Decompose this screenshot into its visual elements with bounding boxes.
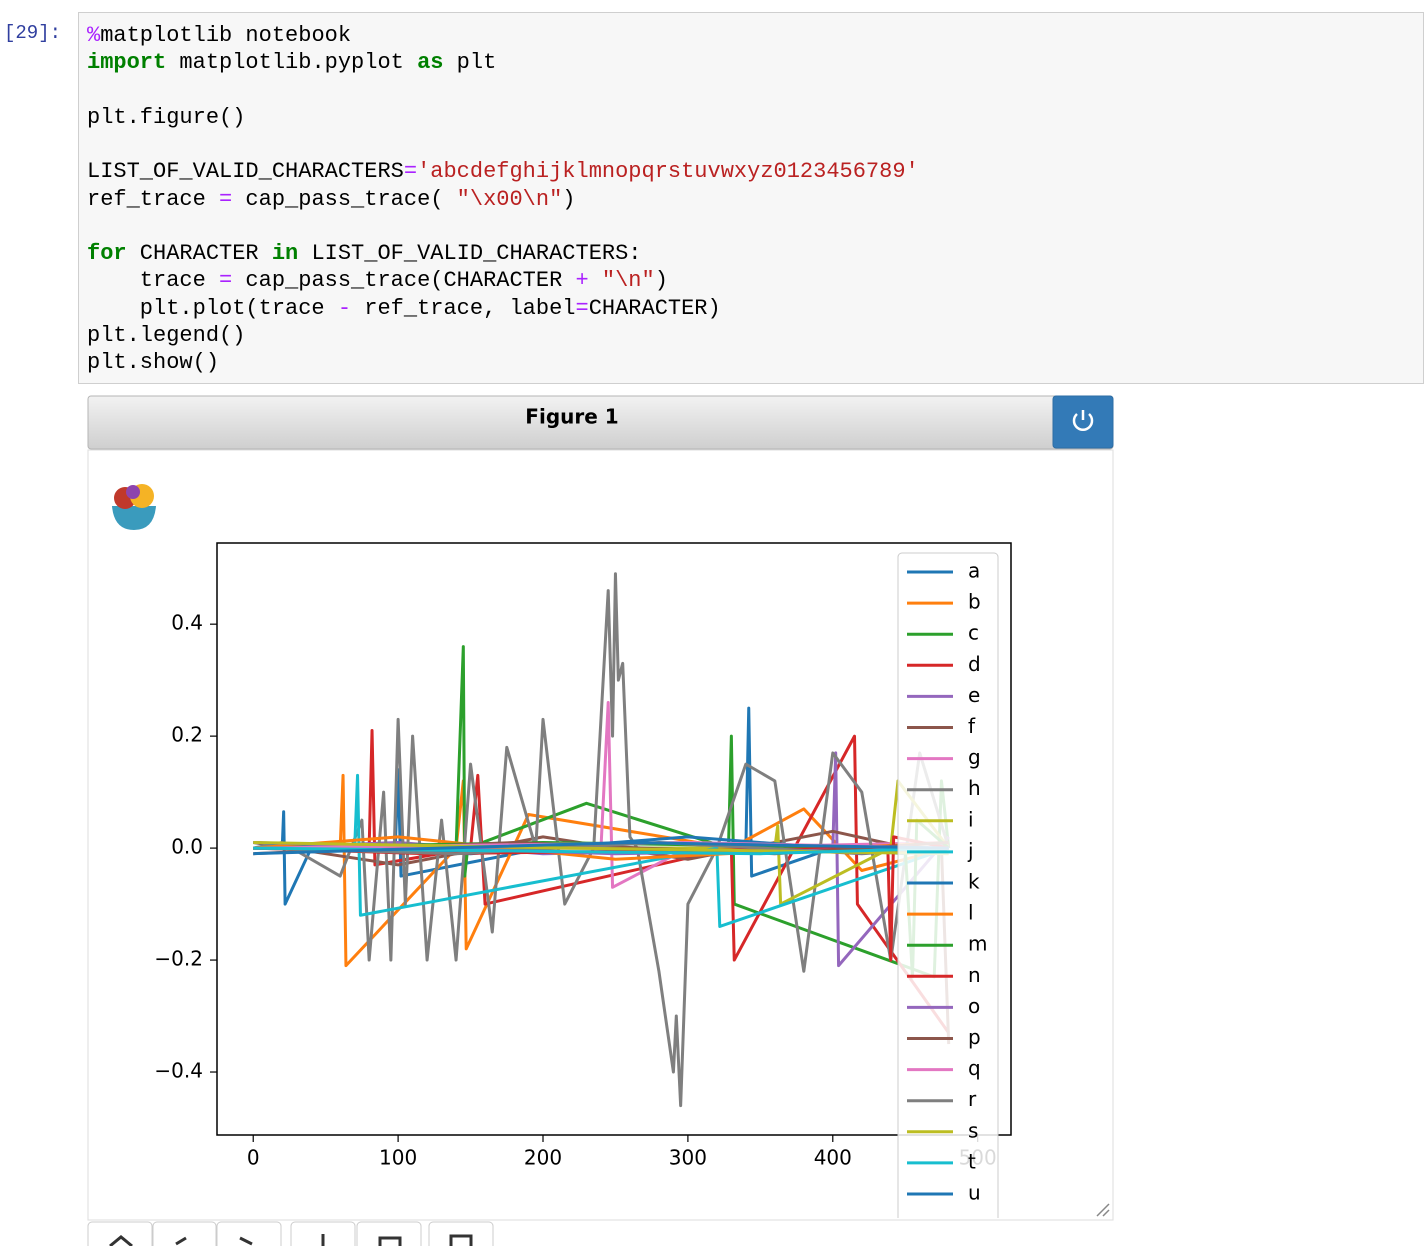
y-tick-label: 0.2 [171, 723, 203, 747]
code-token: - [337, 295, 352, 321]
y-tick-label: 0.0 [171, 835, 203, 859]
figure-title: Figure 1 [525, 405, 618, 429]
code-token: matplotlib.pyplot [166, 50, 418, 76]
code-token: ) [562, 186, 576, 212]
x-tick-label: 200 [524, 1146, 562, 1170]
legend-label: q [968, 1056, 981, 1080]
code-line: for CHARACTER in LIST_OF_VALID_CHARACTER… [87, 240, 1423, 267]
legend-label: t [968, 1149, 976, 1173]
code-token: ref_trace [87, 186, 220, 212]
code-token: cap_pass_trace(CHARACTER [232, 268, 576, 294]
home-button[interactable] [87, 1221, 153, 1246]
code-line: LIST_OF_VALID_CHARACTERS='abcdefghijklmn… [87, 158, 1423, 185]
code-token: plt.show() [87, 350, 220, 375]
code-token: LIST_OF_VALID_CHARACTERS [87, 159, 404, 185]
x-tick-label: 100 [379, 1146, 417, 1170]
code-line: import matplotlib.pyplot as plt [87, 49, 1423, 76]
forward-button[interactable] [216, 1221, 282, 1246]
code-line [87, 213, 1423, 240]
code-line: %matplotlib notebook [87, 22, 1423, 49]
legend-label: i [968, 807, 974, 831]
y-tick-label: 0.4 [171, 611, 203, 635]
cell-prompt: [29]: [4, 22, 62, 44]
code-line [87, 77, 1423, 104]
code-token: "\n" [601, 268, 655, 294]
code-line: trace = cap_pass_trace(CHARACTER + "\n") [87, 267, 1423, 294]
series-line [252, 572, 951, 1108]
code-line [87, 131, 1423, 158]
code-token: + [575, 268, 589, 294]
legend-label: b [968, 590, 981, 614]
close-button[interactable] [1052, 395, 1114, 449]
legend-label: k [968, 870, 980, 894]
code-token: matplotlib notebook [100, 23, 352, 48]
resize-handle[interactable] [1096, 1203, 1110, 1217]
series-line [253, 840, 949, 856]
code-line: plt.show() [87, 349, 1423, 376]
legend-label: f [968, 714, 976, 738]
code-token: import [87, 50, 167, 76]
code-token: cap_pass_trace( [232, 186, 457, 212]
legend-box [897, 552, 999, 1218]
logo [112, 484, 156, 530]
code-token: plt.figure() [87, 104, 246, 130]
code-token: ) [654, 268, 668, 294]
code-token: "\x00\n" [456, 186, 563, 212]
x-tick-label: 300 [669, 1146, 707, 1170]
legend-label: n [968, 963, 981, 987]
x-tick-label: 0 [247, 1146, 260, 1170]
code-token: = [219, 186, 233, 212]
code-token: in [271, 241, 299, 266]
legend-label: c [968, 621, 979, 645]
toolbar-icons [109, 1234, 473, 1246]
y-tick-label: −0.2 [154, 947, 203, 971]
code-token: for [87, 241, 127, 266]
legend-label: l [968, 901, 974, 925]
code-token: trace [87, 268, 220, 294]
legend-label: m [968, 932, 987, 956]
code-token: = [575, 295, 589, 321]
legend-label: h [968, 776, 981, 800]
code-token: as [417, 50, 444, 76]
code-token: = [403, 159, 418, 185]
code-token: ref_trace, label [351, 295, 576, 321]
legend-label: s [968, 1118, 978, 1142]
code-token: LIST_OF_VALID_CHARACTERS: [298, 241, 642, 266]
axes-frame [216, 542, 1012, 1136]
code-token: plt [443, 50, 497, 76]
code-token: = [219, 268, 233, 294]
legend-label: r [968, 1087, 977, 1111]
legend-label: p [968, 1025, 981, 1049]
code-token: plt.legend() [87, 322, 246, 348]
y-tick-label: −0.4 [154, 1059, 203, 1083]
code-cell[interactable]: %matplotlib notebook import matplotlib.py… [78, 12, 1424, 384]
legend-label: o [968, 994, 980, 1018]
code-token: % [87, 23, 101, 48]
code-token: CHARACTER [126, 241, 272, 266]
zoom-button[interactable] [356, 1221, 422, 1246]
legend-label: j [967, 838, 974, 862]
legend-label: u [968, 1181, 981, 1205]
code-token: CHARACTER) [588, 295, 721, 321]
code-token: 'abcdefghijklmnopqrstuvwxyz0123456789' [417, 159, 919, 185]
code-token: plt.plot(trace [87, 295, 338, 321]
save-button[interactable] [428, 1221, 494, 1246]
power-icon [1072, 410, 1094, 431]
code-line: plt.legend() [87, 322, 1423, 349]
code-line: plt.figure() [87, 104, 1423, 131]
back-button[interactable] [152, 1221, 217, 1246]
code-line: plt.plot(trace - ref_trace, label=CHARAC… [87, 295, 1423, 322]
legend-label: d [968, 652, 981, 676]
legend-label: e [968, 683, 980, 707]
code-token [589, 268, 602, 293]
x-tick-label: 400 [814, 1146, 852, 1170]
toolbar [87, 1221, 494, 1246]
legend-label: g [968, 745, 981, 769]
code-line: ref_trace = cap_pass_trace( "\x00\n") [87, 186, 1423, 213]
legend-label: a [968, 559, 980, 583]
